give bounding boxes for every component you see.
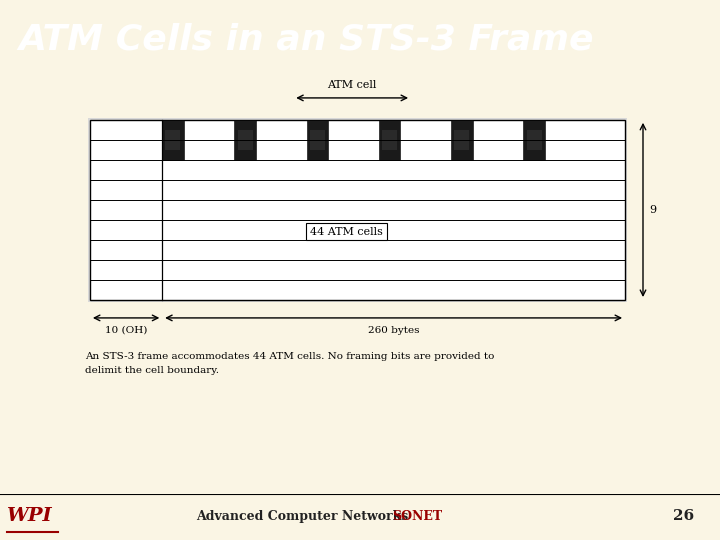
Bar: [454, 130, 469, 150]
Bar: [382, 130, 397, 150]
Bar: [526, 130, 541, 150]
Text: 26: 26: [673, 509, 695, 523]
Bar: [307, 120, 328, 160]
Bar: [451, 120, 472, 160]
Text: An STS-3 frame accommodates 44 ATM cells. No framing bits are provided to: An STS-3 frame accommodates 44 ATM cells…: [85, 352, 495, 361]
Bar: [235, 120, 256, 160]
Bar: [379, 120, 400, 160]
Text: 10 (OH): 10 (OH): [105, 326, 148, 335]
Text: delimit the cell boundary.: delimit the cell boundary.: [85, 366, 219, 375]
Bar: [166, 130, 181, 150]
Text: 9: 9: [649, 205, 656, 215]
Bar: [88, 118, 627, 302]
Text: 44 ATM cells: 44 ATM cells: [310, 226, 383, 237]
Text: ATM cell: ATM cell: [328, 80, 377, 90]
Text: WPI: WPI: [6, 507, 52, 525]
Bar: [310, 130, 325, 150]
Text: ATM Cells in an STS-3 Frame: ATM Cells in an STS-3 Frame: [18, 23, 593, 57]
Text: 260 bytes: 260 bytes: [368, 326, 419, 335]
Bar: [523, 120, 545, 160]
Text: SONET: SONET: [392, 510, 443, 523]
Bar: [162, 120, 184, 160]
Bar: [238, 130, 253, 150]
Text: Advanced Computer Networks: Advanced Computer Networks: [197, 510, 408, 523]
Bar: [90, 120, 625, 300]
